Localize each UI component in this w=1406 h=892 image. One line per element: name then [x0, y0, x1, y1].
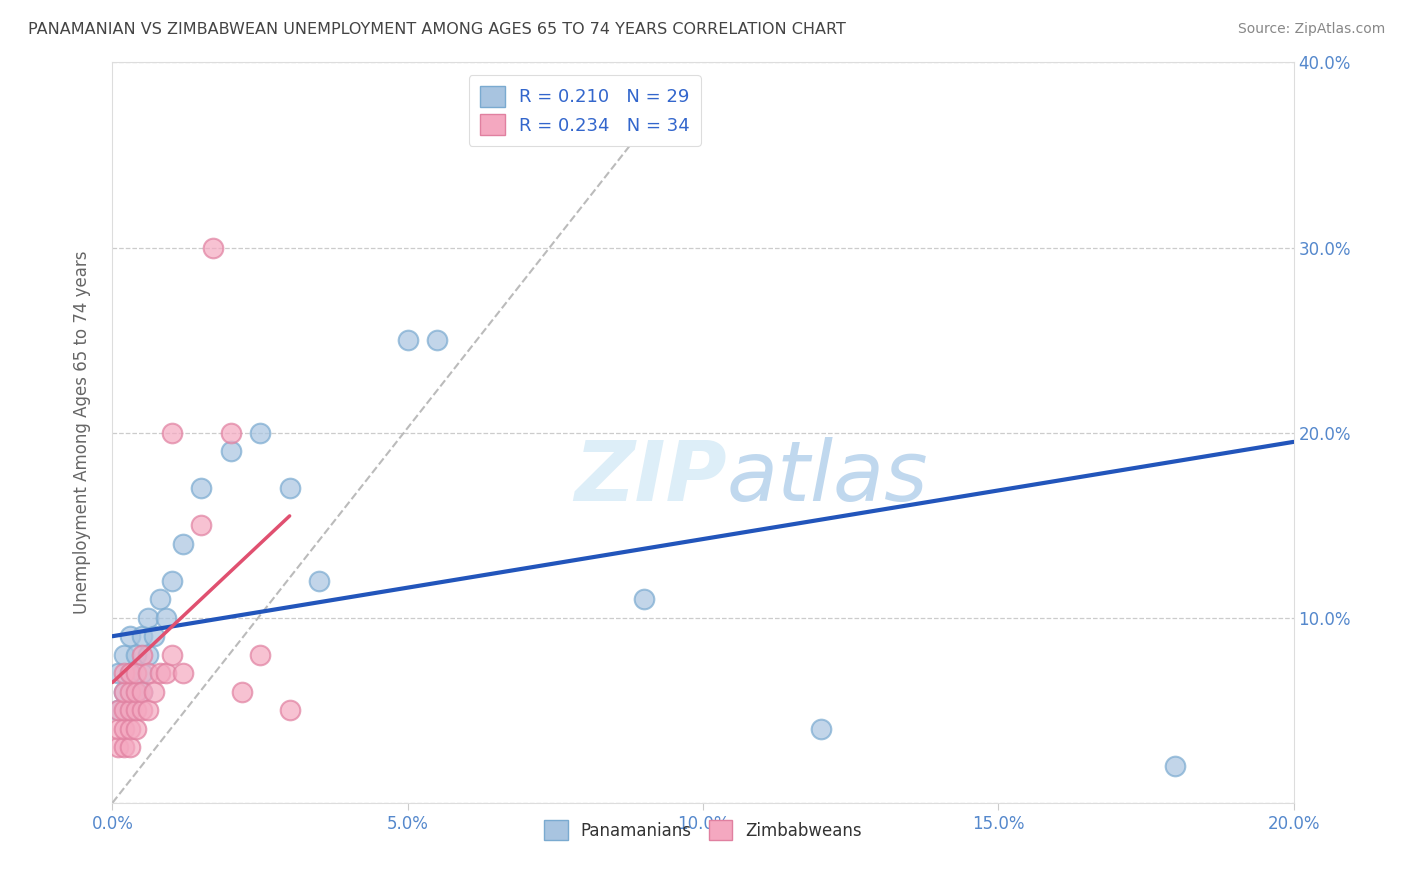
- Point: [125, 722, 148, 736]
- Point: [120, 703, 142, 717]
- Point: [131, 703, 153, 717]
- Point: [125, 703, 148, 717]
- Point: [142, 629, 165, 643]
- Point: [149, 666, 172, 681]
- Point: [136, 703, 159, 717]
- Point: [136, 610, 159, 624]
- Point: [426, 333, 449, 347]
- Point: [155, 666, 177, 681]
- Point: [172, 666, 194, 681]
- Point: [810, 722, 832, 736]
- Point: [278, 481, 301, 495]
- Point: [120, 629, 142, 643]
- Point: [131, 629, 153, 643]
- Text: atlas: atlas: [727, 436, 928, 517]
- Point: [142, 685, 165, 699]
- Point: [125, 648, 148, 662]
- Point: [160, 425, 183, 440]
- Point: [125, 666, 148, 681]
- Point: [120, 722, 142, 736]
- Point: [219, 444, 242, 458]
- Text: PANAMANIAN VS ZIMBABWEAN UNEMPLOYMENT AMONG AGES 65 TO 74 YEARS CORRELATION CHAR: PANAMANIAN VS ZIMBABWEAN UNEMPLOYMENT AM…: [28, 22, 846, 37]
- Point: [131, 685, 153, 699]
- Point: [125, 685, 148, 699]
- Point: [112, 685, 135, 699]
- Point: [219, 425, 242, 440]
- Point: [107, 703, 129, 717]
- Point: [201, 240, 224, 255]
- Point: [249, 648, 271, 662]
- Point: [155, 610, 177, 624]
- Point: [131, 685, 153, 699]
- Legend: Panamanians, Zimbabweans: Panamanians, Zimbabweans: [537, 814, 869, 847]
- Point: [131, 666, 153, 681]
- Point: [278, 703, 301, 717]
- Point: [190, 481, 212, 495]
- Y-axis label: Unemployment Among Ages 65 to 74 years: Unemployment Among Ages 65 to 74 years: [73, 251, 91, 615]
- Point: [249, 425, 271, 440]
- Point: [112, 722, 135, 736]
- Point: [633, 592, 655, 607]
- Point: [107, 740, 129, 755]
- Point: [112, 666, 135, 681]
- Point: [120, 666, 142, 681]
- Point: [125, 685, 148, 699]
- Point: [107, 722, 129, 736]
- Point: [107, 703, 129, 717]
- Point: [120, 666, 142, 681]
- Point: [160, 574, 183, 588]
- Point: [308, 574, 330, 588]
- Point: [112, 685, 135, 699]
- Point: [149, 592, 172, 607]
- Point: [131, 648, 153, 662]
- Point: [231, 685, 253, 699]
- Point: [172, 536, 194, 550]
- Point: [112, 703, 135, 717]
- Text: Source: ZipAtlas.com: Source: ZipAtlas.com: [1237, 22, 1385, 37]
- Point: [136, 648, 159, 662]
- Point: [112, 648, 135, 662]
- Point: [107, 666, 129, 681]
- Point: [396, 333, 419, 347]
- Point: [160, 648, 183, 662]
- Point: [1164, 758, 1187, 772]
- Point: [120, 685, 142, 699]
- Point: [120, 703, 142, 717]
- Text: ZIP: ZIP: [574, 436, 727, 517]
- Point: [136, 666, 159, 681]
- Point: [112, 740, 135, 755]
- Point: [190, 518, 212, 533]
- Point: [120, 740, 142, 755]
